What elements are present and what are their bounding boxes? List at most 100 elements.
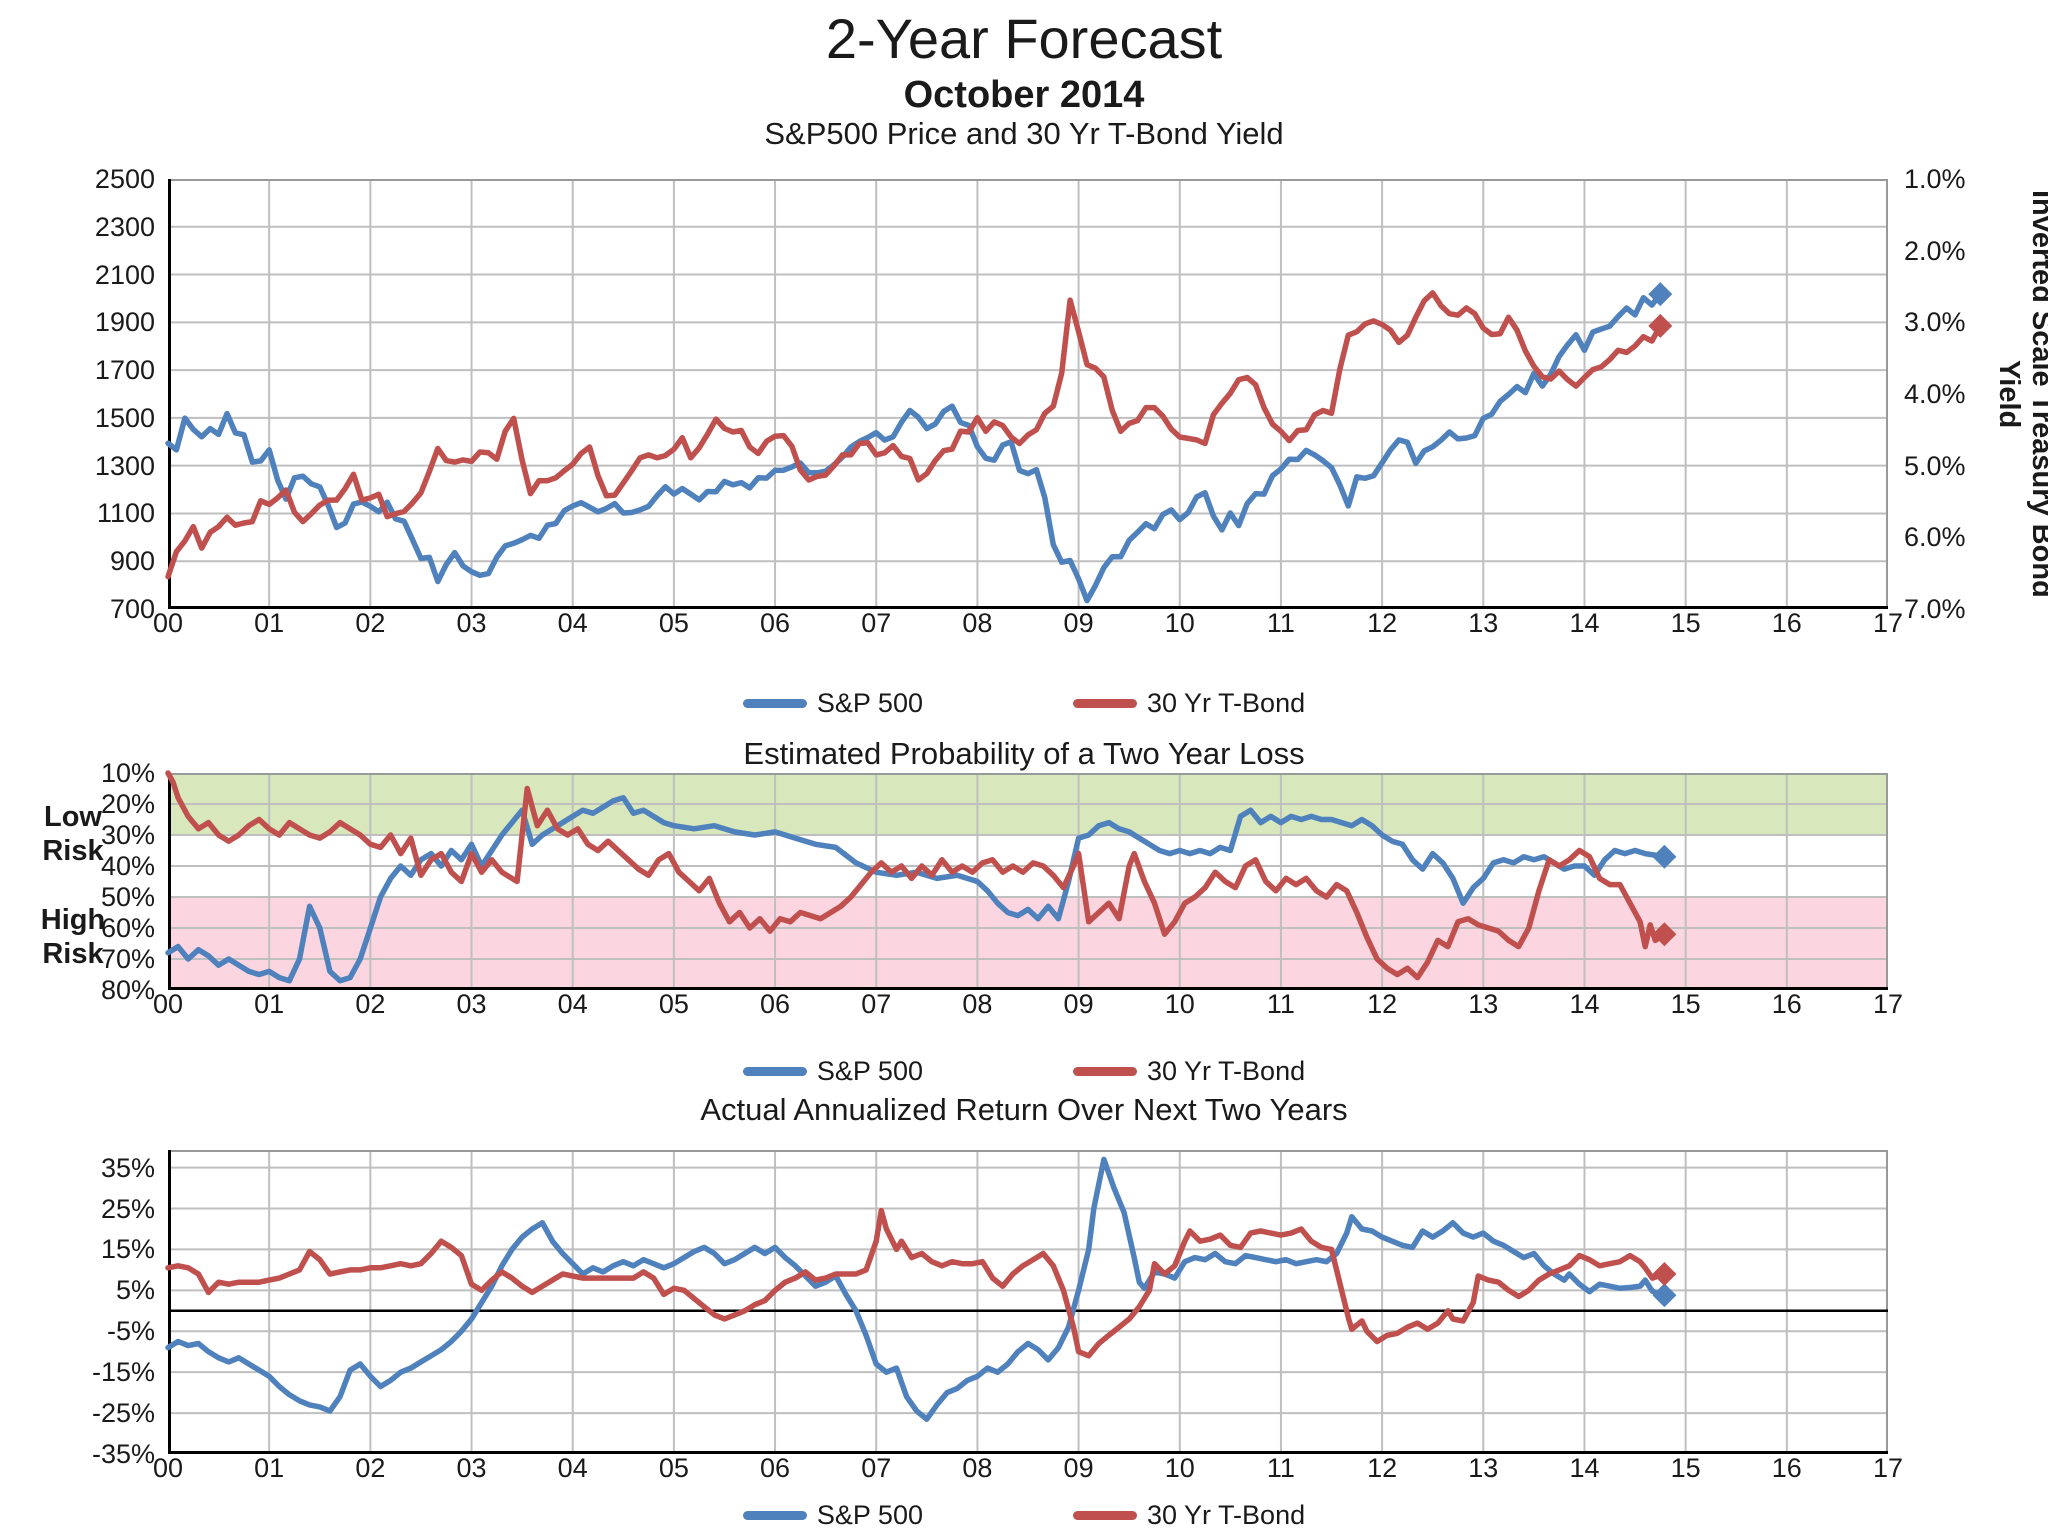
y-tick-label: 5%	[115, 1275, 155, 1306]
y-tick-label: 40%	[100, 851, 155, 881]
x-tick-label: 06	[760, 989, 791, 1019]
sp500-end-marker	[1652, 844, 1677, 869]
x-tick-label: 07	[861, 608, 892, 638]
loss-probability-chart-title: Estimated Probability of a Two Year Loss	[743, 736, 1305, 771]
legend-item-sp500: S&P 500	[742, 1500, 923, 1531]
right-y-tick-label: 2.0%	[1904, 235, 1966, 266]
price-yield-chart-title: S&P500 Price and 30 Yr T-Bond Yield	[764, 116, 1284, 151]
high-risk-label: High Risk	[40, 904, 106, 970]
y-tick-label: 50%	[100, 882, 155, 912]
x-tick-label: 03	[456, 989, 487, 1019]
y-tick-label: 1900	[94, 307, 155, 338]
right-y-tick-label: 7.0%	[1904, 594, 1966, 624]
sp500-swatch	[742, 1067, 807, 1076]
x-tick-label: 00	[152, 608, 184, 638]
x-tick-label: 08	[962, 1453, 993, 1483]
x-tick-label: 02	[355, 608, 386, 638]
y-tick-label: 30%	[100, 820, 155, 850]
legend-item-tbond: 30 Yr T-Bond	[1072, 1500, 1305, 1531]
x-tick-label: 05	[658, 989, 689, 1019]
x-tick-label: 09	[1063, 989, 1094, 1019]
x-tick-label: 07	[861, 989, 892, 1019]
y-tick-label: -5%	[106, 1316, 155, 1347]
sp500-swatch	[742, 1511, 807, 1520]
x-tick-label: 01	[254, 989, 285, 1019]
y-tick-label: 70%	[100, 944, 155, 974]
x-tick-label: 17	[1872, 989, 1904, 1019]
right-y-tick-label: 4.0%	[1904, 379, 1966, 409]
x-tick-label: 06	[760, 608, 791, 638]
y-tick-label: 2300	[94, 211, 155, 242]
x-tick-label: 04	[557, 989, 588, 1019]
y-tick-label: 25%	[100, 1193, 155, 1224]
loss-probability-plot	[165, 770, 1888, 990]
page-subtitle: October 2014	[903, 74, 1145, 116]
x-tick-label: 00	[152, 1453, 184, 1483]
actual-return-legend: S&P 500 30 Yr T-Bond	[0, 1500, 2048, 1531]
legend-item-tbond: 30 Yr T-Bond	[1072, 1056, 1306, 1087]
sp500-line	[165, 291, 1664, 604]
x-tick-label: 10	[1164, 989, 1195, 1019]
legend-item-sp500: S&P 500	[742, 1056, 923, 1087]
x-tick-label: 13	[1468, 989, 1499, 1019]
y-tick-label: 10%	[100, 758, 155, 788]
legend-item-sp500: S&P 500	[742, 688, 923, 719]
x-tick-label: 04	[557, 608, 588, 638]
x-tick-label: 12	[1367, 608, 1398, 638]
x-tick-label: 14	[1569, 1453, 1600, 1483]
y-tick-label: 2500	[94, 164, 155, 194]
y-tick-label: 1300	[94, 450, 155, 481]
sp500-line	[165, 1156, 1668, 1422]
x-tick-label: 09	[1063, 608, 1094, 638]
sp500-swatch	[742, 699, 807, 708]
x-tick-label: 16	[1771, 989, 1802, 1019]
page-title: 2-Year Forecast	[825, 7, 1223, 70]
tbond-end-marker	[1652, 922, 1677, 947]
x-tick-label: 05	[658, 1453, 689, 1483]
x-tick-label: 09	[1063, 1453, 1094, 1483]
x-tick-label: 11	[1266, 608, 1295, 638]
x-tick-label: 13	[1468, 608, 1499, 638]
y-tick-label: 20%	[100, 789, 155, 819]
tbond-legend-label: 30 Yr T-Bond	[1146, 1056, 1306, 1086]
y-tick-label: 1700	[94, 355, 155, 386]
tbond-swatch	[1072, 1067, 1137, 1076]
x-tick-label: 04	[557, 1453, 588, 1483]
x-tick-label: 17	[1872, 608, 1904, 638]
sp500-end-marker	[1652, 1283, 1677, 1308]
actual-return-plot	[165, 1150, 1888, 1454]
right-y-tick-label: 5.0%	[1904, 450, 1966, 481]
gridlines	[168, 179, 1888, 609]
right-y-tick-label: 6.0%	[1904, 522, 1966, 553]
right-y-tick-label: 3.0%	[1904, 307, 1966, 338]
gridlines	[168, 1150, 1888, 1454]
right-y-tick-label: 1.0%	[1904, 164, 1966, 194]
y-tick-label: 900	[109, 546, 155, 577]
sp500-end-marker	[1648, 282, 1673, 307]
x-tick-label: 02	[355, 1453, 386, 1483]
x-tick-label: 12	[1367, 989, 1398, 1019]
tbond-line	[165, 770, 1668, 981]
x-tick-label: 00	[152, 989, 184, 1019]
tbond-swatch	[1072, 1511, 1137, 1520]
x-tick-label: 15	[1670, 1453, 1701, 1483]
x-tick-label: 03	[456, 1453, 487, 1483]
y-tick-label: -35%	[91, 1439, 155, 1469]
x-tick-label: 06	[760, 1453, 791, 1483]
x-tick-label: 01	[254, 608, 285, 638]
actual-return-chart-title: Actual Annualized Return Over Next Two Y…	[700, 1092, 1348, 1127]
y-tick-label: 700	[109, 594, 155, 624]
x-tick-label: 16	[1771, 1453, 1802, 1483]
sp500-legend-label: S&P 500	[816, 1500, 923, 1530]
price-yield-legend: S&P 500 30 Yr T-Bond	[0, 688, 2048, 719]
x-tick-label: 11	[1266, 1453, 1295, 1483]
x-tick-label: 07	[861, 1453, 892, 1483]
tbond-end-marker	[1648, 313, 1673, 338]
x-tick-label: 01	[254, 1453, 285, 1483]
y-tick-label: -15%	[91, 1357, 155, 1388]
low-risk-label: Low Risk	[42, 801, 104, 867]
y-tick-label: 80%	[100, 975, 155, 1005]
tbond-legend-label: 30 Yr T-Bond	[1146, 688, 1306, 718]
y-tick-label: 60%	[100, 913, 155, 943]
y-tick-label: 1500	[94, 402, 155, 433]
